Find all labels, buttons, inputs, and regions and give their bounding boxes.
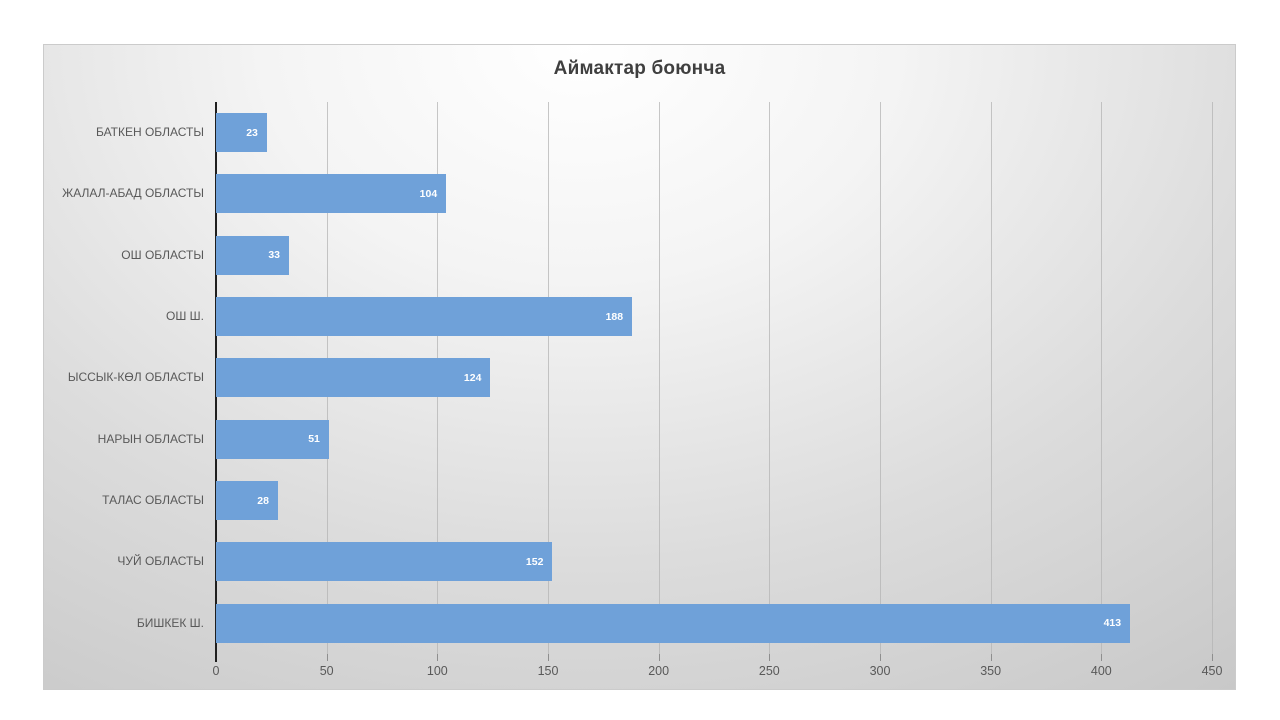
- tick-label-100: 100: [426, 664, 448, 678]
- tick-label-450: 450: [1201, 664, 1223, 678]
- category-label: ОШ Ш.: [166, 309, 204, 323]
- tick-label-400: 400: [1090, 664, 1112, 678]
- tick-mark-50: [326, 654, 328, 661]
- chart-row: БАТКЕН ОБЛАСТЫ 23: [96, 102, 1212, 163]
- bar-value-label: 28: [257, 494, 269, 507]
- category-label: ОШ ОБЛАСТЫ: [121, 247, 204, 262]
- tick-mark-400: [1101, 654, 1103, 661]
- gridline-350: [990, 102, 992, 654]
- chart-row: ОШ ОБЛАСТЫ 33: [121, 225, 1212, 286]
- bar-ош-ш-: 188: [216, 297, 633, 337]
- gridline-200: [658, 102, 660, 654]
- chart-row: ЧУЙ ОБЛАСТЫ 152: [117, 531, 1212, 592]
- chart-row: ТАЛАС ОБЛАСТЫ 28: [102, 470, 1212, 531]
- category-label: БАТКЕН ОБЛАСТЫ: [95, 125, 204, 139]
- chart-row: НАРЫН ОБЛАСТЫ 51: [98, 409, 1212, 470]
- bar-нарын-областы: 51: [216, 419, 329, 459]
- tick-mark-250: [769, 654, 771, 661]
- gridline-400: [1101, 102, 1103, 654]
- chart-row: БИШКЕК Ш. 413: [137, 593, 1212, 654]
- chart-title: Аймактар боюнча: [553, 58, 726, 79]
- plot-area: БАТКЕН ОБЛАСТЫ 23 ЖАЛАЛ-АБАД ОБЛАСТЫ 104 ОШ …: [62, 102, 1222, 678]
- category-label: ЫССЫК-КӨЛ ОБЛАСТЫ: [67, 370, 204, 385]
- bar-value-label: 152: [525, 555, 544, 568]
- gridline-250: [769, 102, 771, 654]
- bar-value-label: 413: [1103, 617, 1122, 630]
- bar-жалал-абад-областы: 104: [216, 174, 447, 214]
- bar-chart: Аймактар боюнча БАТКЕН ОБЛАСТЫ 23 ЖАЛАЛ-АБ…: [43, 44, 1236, 690]
- bar-ыссык-көл-областы: 124: [216, 358, 491, 398]
- bar-value-label: 188: [605, 310, 624, 323]
- tick-label-0: 0: [212, 664, 220, 678]
- bar-value-label: 124: [463, 371, 482, 384]
- category-label: ЧУЙ ОБЛАСТЫ: [117, 554, 204, 569]
- bar-талас-областы: 28: [216, 481, 278, 521]
- tick-mark-150: [548, 654, 549, 661]
- bar-ош-областы: 33: [216, 235, 290, 275]
- tick-label-200: 200: [648, 664, 670, 678]
- chart-row: ЫССЫК-КӨЛ ОБЛАСТЫ 124: [68, 347, 1212, 408]
- bar-value-label: 33: [268, 249, 281, 262]
- tick-label-250: 250: [758, 664, 780, 678]
- bar-баткен-областы: 23: [216, 113, 267, 153]
- bar-чуй-областы: 152: [216, 542, 553, 582]
- tick-mark-300: [880, 654, 881, 661]
- bar-value-label: 23: [246, 126, 258, 139]
- bar-value-label: 104: [419, 187, 438, 200]
- chart-row: ОШ Ш. 188: [166, 286, 1212, 347]
- gridline-450: [1212, 102, 1213, 654]
- category-label: ТАЛАС ОБЛАСТЫ: [102, 493, 204, 507]
- gridline-300: [880, 102, 881, 654]
- tick-mark-450: [1212, 654, 1213, 661]
- tick-label-350: 350: [980, 664, 1002, 678]
- bar-бишкек-ш-: 413: [216, 603, 1131, 643]
- tick-mark-350: [990, 654, 992, 661]
- tick-mark-100: [437, 654, 439, 661]
- tick-label-50: 50: [319, 664, 334, 678]
- gridline-150: [548, 102, 549, 654]
- bar-value-label: 51: [308, 433, 320, 446]
- tick-label-300: 300: [869, 664, 891, 678]
- category-label: БИШКЕК Ш.: [136, 615, 204, 630]
- chart-row: ЖАЛАЛ-АБАД ОБЛАСТЫ 104: [62, 163, 1212, 224]
- tick-label-150: 150: [537, 664, 559, 678]
- category-label: НАРЫН ОБЛАСТЫ: [97, 431, 204, 446]
- category-label: ЖАЛАЛ-АБАД ОБЛАСТЫ: [62, 186, 204, 201]
- tick-mark-200: [658, 654, 660, 661]
